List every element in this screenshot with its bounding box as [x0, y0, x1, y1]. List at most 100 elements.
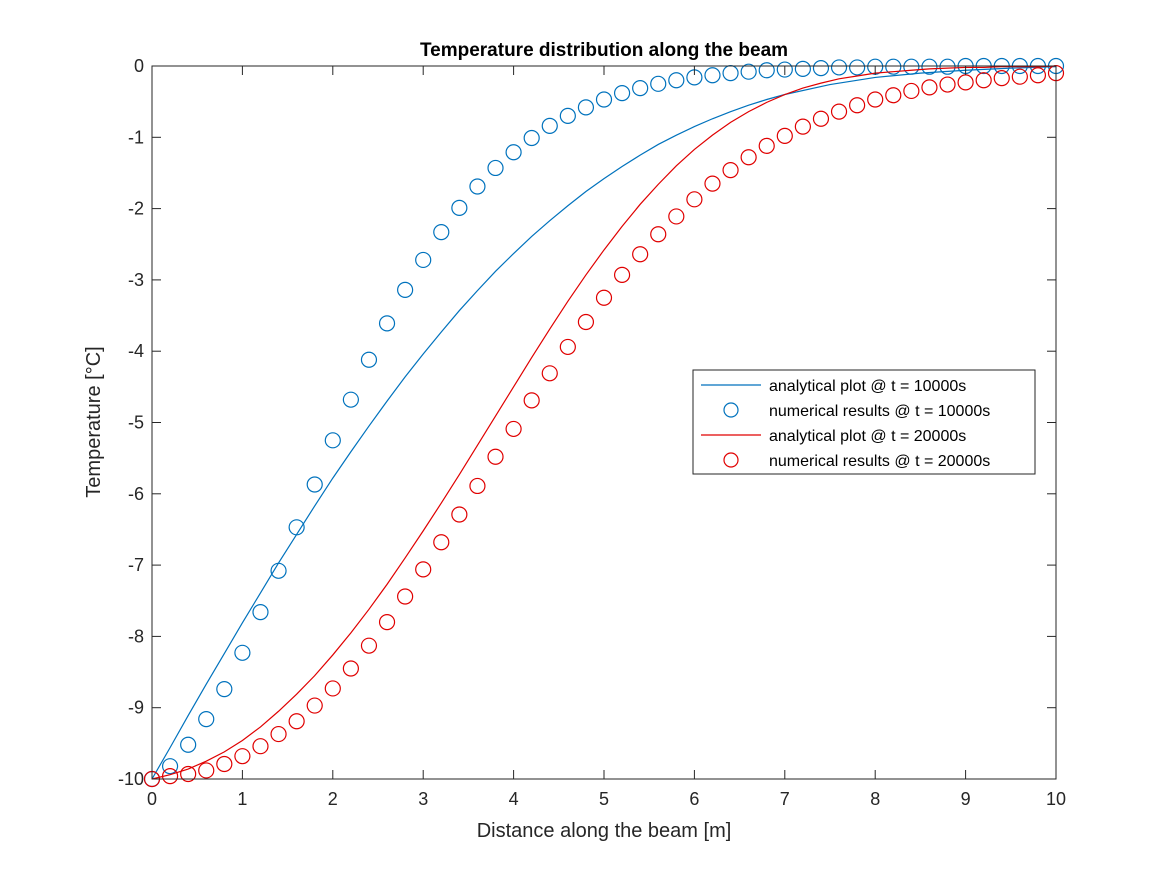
- data-point: [360, 637, 378, 654]
- data-point: [903, 82, 920, 100]
- series-2: [151, 65, 1057, 780]
- x-tick-label: 8: [870, 789, 880, 809]
- data-point: [1029, 67, 1047, 84]
- data-point: [993, 70, 1010, 87]
- y-tick-label: -9: [128, 698, 144, 718]
- data-point: [758, 62, 775, 79]
- legend-label: numerical results @ t = 20000s: [769, 453, 990, 470]
- data-point: [541, 365, 558, 382]
- series-layer: [143, 57, 1065, 788]
- data-point: [740, 149, 757, 166]
- data-point: [433, 224, 450, 241]
- x-tick-label: 4: [509, 789, 519, 809]
- data-point: [523, 392, 540, 409]
- data-point: [885, 87, 902, 104]
- data-point: [595, 289, 613, 306]
- series-0: [151, 66, 1057, 780]
- data-point: [360, 351, 378, 368]
- data-point: [415, 561, 432, 578]
- data-point: [505, 144, 522, 161]
- y-tick-label: -8: [128, 626, 144, 646]
- data-point: [668, 208, 685, 225]
- y-tick-label: -2: [128, 199, 144, 219]
- y-tick-label: -7: [128, 555, 144, 575]
- data-point: [686, 191, 703, 208]
- x-tick-label: 10: [1046, 789, 1066, 809]
- data-point: [704, 67, 721, 84]
- data-point: [288, 519, 305, 536]
- legend-entry-3: numerical results @ t = 20000s: [723, 452, 990, 470]
- x-tick-label: 6: [689, 789, 699, 809]
- data-point: [378, 315, 396, 332]
- legend-marker-swatch: [723, 452, 739, 468]
- data-point: [469, 178, 486, 195]
- legend: analytical plot @ t = 10000s numerical re…: [692, 369, 1036, 475]
- data-point: [342, 660, 359, 677]
- data-point: [1011, 68, 1028, 85]
- y-tick-label: -1: [128, 127, 144, 147]
- data-point: [180, 765, 197, 783]
- data-point: [306, 697, 323, 714]
- data-point: [324, 432, 341, 449]
- data-point: [397, 281, 414, 298]
- y-tick-label: -6: [128, 484, 144, 504]
- data-point: [216, 755, 233, 773]
- series-line: [151, 66, 1057, 780]
- data-point: [198, 762, 215, 779]
- data-point: [632, 79, 649, 97]
- tick-layer: 0 1 2 3 4 5 6 7 8 9 10 0 -1 -2 -3 -4 -5 -6 -7 -8 -9 -10: [118, 56, 1066, 809]
- x-tick-label: 0: [147, 789, 157, 809]
- data-point: [234, 644, 251, 661]
- data-point: [939, 58, 956, 75]
- data-point: [939, 76, 956, 93]
- data-point: [324, 680, 341, 697]
- legend-box: [692, 369, 1036, 475]
- data-point: [161, 758, 179, 775]
- data-point: [487, 448, 504, 465]
- legend-label: analytical plot @ t = 10000s: [769, 378, 966, 395]
- data-point: [451, 199, 468, 216]
- data-point: [505, 420, 522, 438]
- y-tick-label: 0: [134, 56, 144, 76]
- data-point: [433, 534, 450, 551]
- data-point: [668, 72, 685, 89]
- data-point: [830, 59, 848, 76]
- data-point: [849, 97, 866, 114]
- data-point: [849, 59, 866, 76]
- y-tick-label: -10: [118, 769, 144, 789]
- data-point: [794, 60, 811, 77]
- data-point: [812, 110, 830, 127]
- y-tick-label: -5: [128, 413, 144, 433]
- data-point: [632, 246, 649, 263]
- data-point: [830, 103, 848, 120]
- x-tick-label: 5: [599, 789, 609, 809]
- chart-title: Temperature distribution along the beam: [420, 40, 788, 61]
- data-point: [613, 266, 631, 284]
- data-point: [903, 58, 920, 75]
- data-point: [776, 61, 793, 78]
- data-point: [451, 506, 468, 523]
- legend-label: numerical results @ t = 10000s: [769, 403, 990, 420]
- y-tick-label: -3: [128, 270, 144, 290]
- legend-entry-0: analytical plot @ t = 10000s: [701, 378, 966, 395]
- legend-entry-1: numerical results @ t = 10000s: [723, 402, 990, 420]
- data-point: [161, 768, 179, 785]
- x-tick-label: 3: [418, 789, 428, 809]
- y-tick-label: -4: [128, 341, 144, 361]
- data-point: [613, 84, 631, 102]
- data-point: [378, 614, 396, 631]
- data-point: [306, 476, 323, 493]
- data-point: [650, 226, 667, 243]
- data-point: [397, 588, 414, 605]
- y-axis-label: Temperature [°C]: [83, 346, 105, 497]
- data-point: [559, 338, 576, 356]
- data-point: [704, 175, 721, 192]
- data-point: [415, 251, 432, 269]
- data-point: [559, 107, 576, 125]
- legend-label: analytical plot @ t = 20000s: [769, 428, 966, 445]
- x-axis-label: Distance along the beam [m]: [477, 820, 732, 842]
- x-tick-label: 9: [961, 789, 971, 809]
- data-point: [975, 72, 992, 89]
- data-point: [577, 99, 595, 116]
